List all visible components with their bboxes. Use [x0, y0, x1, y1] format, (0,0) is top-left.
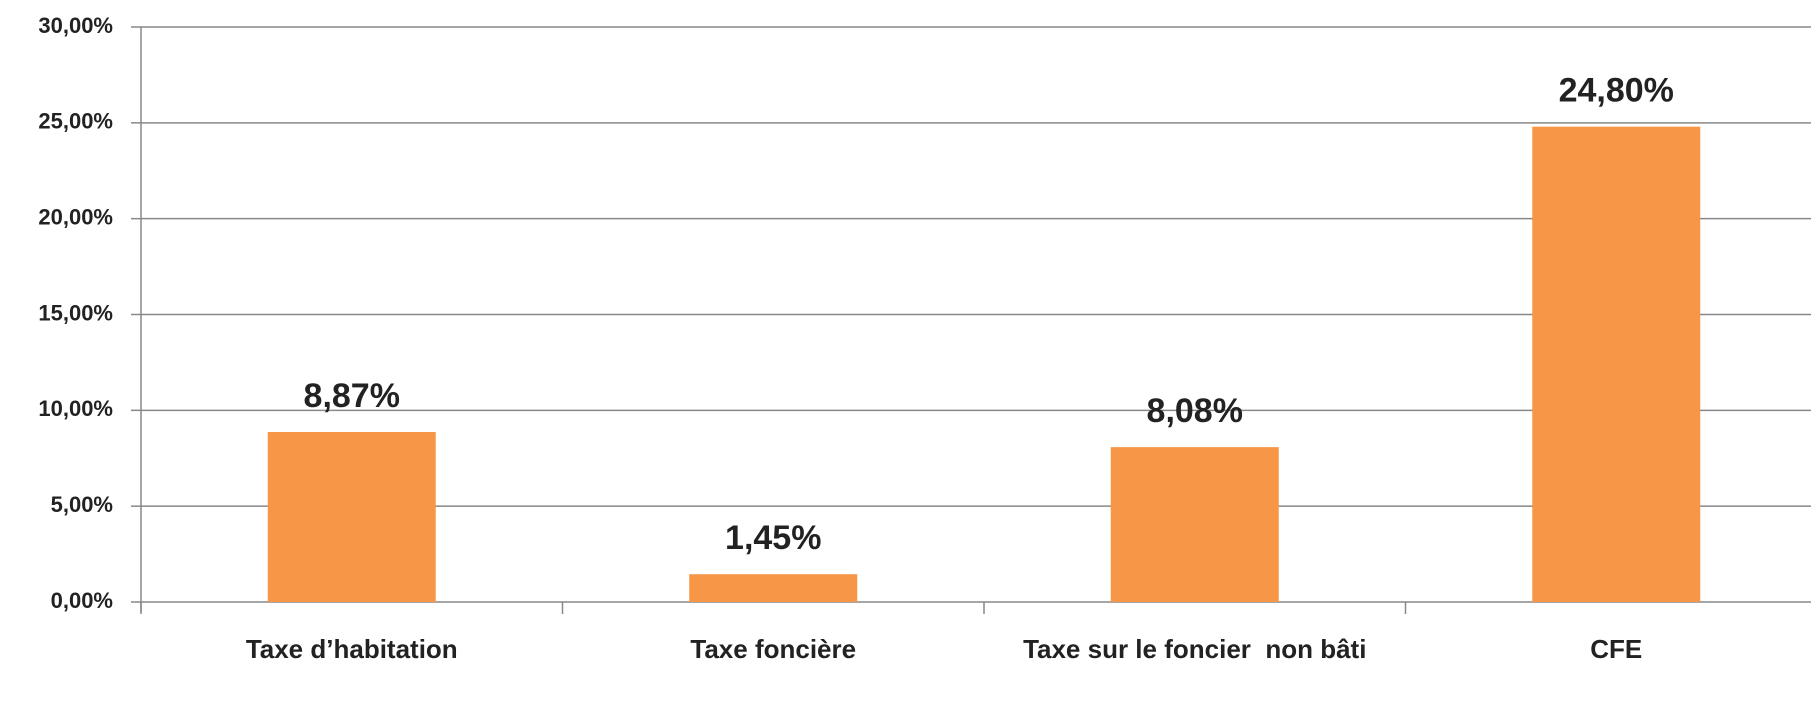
y-tick-label: 15,00% — [38, 300, 113, 325]
bar — [267, 431, 436, 602]
bar — [689, 574, 858, 602]
data-label: 8,87% — [304, 377, 400, 415]
x-tick-label: Taxe foncière — [690, 634, 857, 664]
x-tick-label: Taxe d’habitation — [245, 634, 458, 664]
data-label: 1,45% — [725, 519, 821, 557]
x-tick-label: CFE — [1590, 634, 1643, 664]
y-tick-label: 0,00% — [51, 588, 113, 613]
bar — [1110, 447, 1279, 602]
data-label: 24,80% — [1559, 72, 1674, 110]
x-tick-label: Taxe sur le foncier non bâti — [1023, 634, 1367, 664]
data-label: 8,08% — [1147, 392, 1243, 430]
y-tick-label: 25,00% — [38, 109, 113, 134]
y-tick-label: 20,00% — [38, 204, 113, 229]
y-tick-label: 30,00% — [38, 13, 113, 38]
y-tick-label: 5,00% — [51, 492, 113, 517]
bar — [1532, 126, 1701, 603]
y-tick-label: 10,00% — [38, 396, 113, 421]
